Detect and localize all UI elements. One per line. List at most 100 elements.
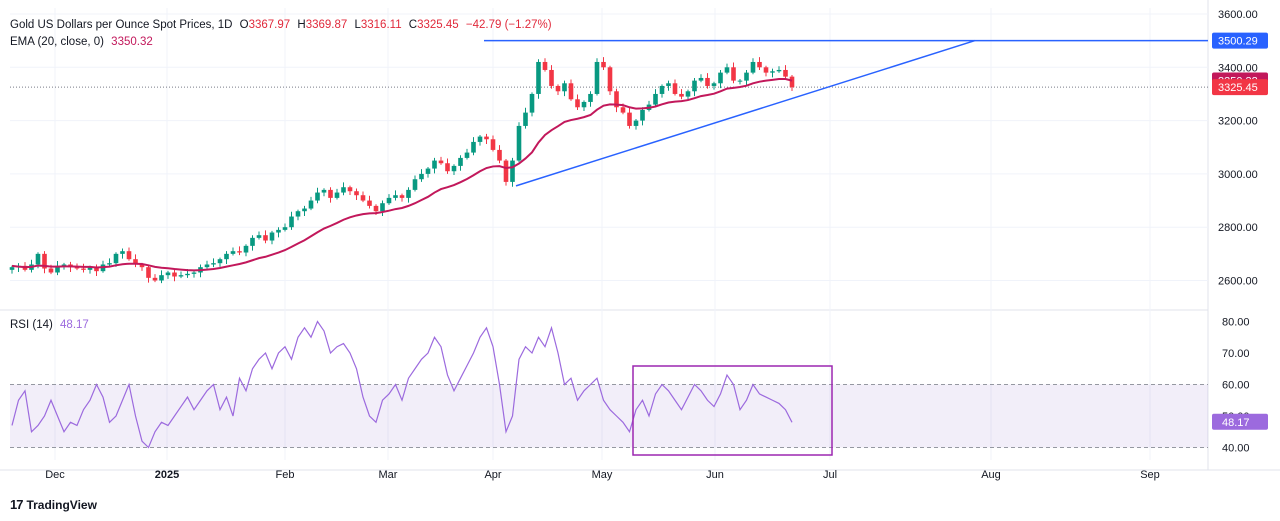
candle-body (35, 253, 41, 265)
candle-body (360, 195, 366, 201)
price-tick-label: 2600.00 (1218, 276, 1258, 288)
price-tag-box (1212, 32, 1268, 49)
candle-body (243, 245, 249, 253)
open-value: 3367.97 (248, 19, 291, 31)
price-tag-label: 3325.45 (1218, 82, 1258, 94)
candle-body (679, 93, 684, 97)
candle-body (204, 264, 210, 268)
candle-body (633, 120, 639, 126)
price-tick-label: 3400.00 (1218, 62, 1258, 74)
candle-body (172, 272, 177, 277)
candle-body (523, 112, 528, 126)
tradingview-footer: 17 TradingView (10, 497, 97, 512)
candle-body (211, 263, 216, 265)
candle-body (783, 69, 788, 77)
candle-body (536, 61, 541, 94)
candle-body (139, 264, 145, 268)
candle-body (399, 195, 405, 198)
rsi-value-tag-label: 48.17 (1222, 417, 1250, 429)
candle-body (568, 83, 574, 100)
candle-body (419, 173, 424, 180)
candle-body (575, 99, 580, 108)
candle-body (763, 67, 769, 73)
candle-body (81, 268, 86, 270)
candle-body (133, 259, 138, 265)
time-tick-label: Jun (706, 469, 724, 481)
candle-body (224, 253, 229, 260)
candle-body (640, 109, 645, 121)
candle-body (113, 253, 119, 264)
candle-body (126, 251, 132, 260)
candle-body (490, 139, 496, 150)
candle-body (464, 152, 470, 158)
candle-body (471, 141, 476, 153)
candle-body (263, 235, 268, 241)
time-tick-label: Jul (823, 469, 837, 481)
candle-body (718, 72, 723, 84)
change-value: −42.79 (−1.27%) (465, 19, 552, 31)
candle-body (601, 61, 606, 68)
candle-body (9, 267, 15, 270)
time-tick-label: Apr (484, 469, 501, 481)
candle-body (269, 232, 275, 241)
rsi-highlight-box (632, 365, 833, 456)
low-value: 3316.11 (360, 19, 402, 31)
candle-body (386, 197, 392, 204)
candle-body (653, 93, 658, 105)
candle-body (698, 77, 704, 81)
candle-body (555, 85, 561, 92)
candle-body (152, 277, 158, 281)
price-tick-label: 3000.00 (1218, 169, 1258, 181)
candle-body (165, 272, 171, 276)
candle-body (120, 251, 125, 254)
candle-body (451, 165, 457, 172)
price-tick-label: 2800.00 (1218, 222, 1258, 234)
low-label: L (354, 19, 361, 31)
time-tick-label: 2025 (155, 469, 179, 481)
candle-body (757, 61, 762, 68)
candle-body (445, 163, 450, 172)
candle-body (321, 189, 327, 193)
candle-body (295, 211, 301, 217)
candle-body (510, 160, 515, 182)
close-label: C (408, 19, 418, 31)
candle-body (516, 125, 522, 161)
candle-body (588, 93, 593, 102)
candle-body (334, 192, 340, 198)
candle-body (302, 208, 307, 212)
candle-body (341, 187, 346, 193)
time-tick-label: Dec (45, 469, 65, 481)
candle-body (354, 191, 359, 196)
rsi-legend: RSI (14) 48.17 (10, 318, 93, 332)
price-tag-label: 3500.29 (1218, 36, 1258, 48)
candle-body (42, 253, 47, 269)
rsi-tick-label: 80.00 (1222, 317, 1250, 329)
time-tick-label: Mar (379, 469, 398, 481)
candle-body (438, 160, 444, 164)
candle-body (55, 265, 60, 273)
candle-body (282, 227, 288, 230)
candle-body (711, 83, 717, 86)
candle-body (250, 237, 255, 246)
ema-label: EMA (20, close, 0) (10, 36, 104, 48)
candle-body (87, 267, 93, 270)
time-tick-label: Aug (981, 469, 1001, 481)
rsi-pane (10, 320, 1208, 456)
candle-body (737, 80, 743, 82)
candle-body (412, 179, 418, 190)
candle-body (549, 69, 554, 86)
rsi-tick-label: 70.00 (1222, 348, 1250, 360)
symbol-header: Gold US Dollars per Ounce Spot Prices, 1… (10, 18, 556, 32)
candle-body (497, 149, 502, 161)
tradingview-logo: 17 (10, 497, 24, 512)
candle-body (48, 268, 54, 273)
candle-body (159, 275, 164, 281)
candle-body (146, 267, 151, 278)
candle-body (529, 93, 535, 113)
candle-body (61, 264, 67, 266)
candle-body (503, 160, 509, 182)
candle-body (432, 160, 437, 169)
candle-body (685, 91, 691, 97)
candle-body (347, 187, 353, 192)
candle-body (724, 67, 730, 73)
